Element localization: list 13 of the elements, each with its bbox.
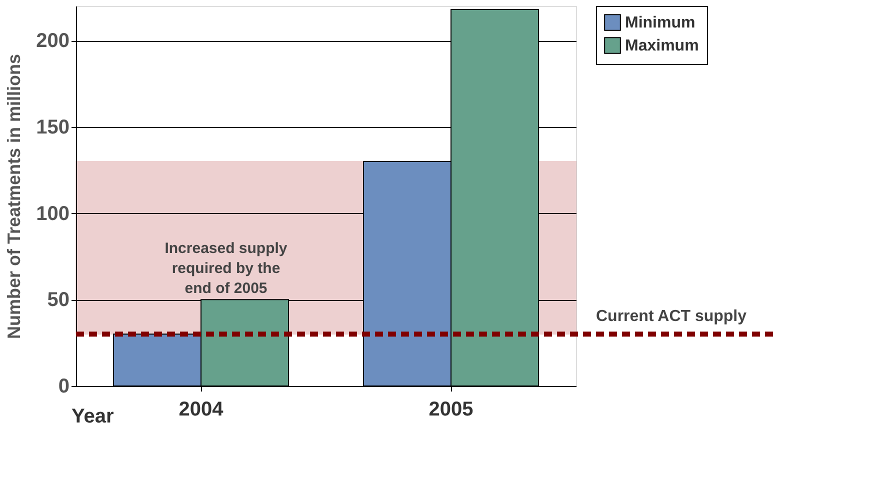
y-axis-title: Number of Treatments in millions <box>4 54 24 340</box>
y-tick-label: 100 <box>36 202 70 225</box>
y-tick-label: 0 <box>58 376 70 398</box>
band-label: Increased supply required by the end of 2005 <box>164 240 288 297</box>
x-tick-label: 2005 <box>428 398 474 420</box>
legend-label: Minimum <box>625 14 696 32</box>
y-tick-label: 200 <box>36 30 70 52</box>
y-tick-label: 150 <box>36 116 70 138</box>
x-tick-label: 2004 <box>178 398 224 420</box>
y-tick-label: 50 <box>47 289 70 312</box>
x-axis-title: Year <box>72 406 114 428</box>
legend-label: Maximum <box>625 38 699 54</box>
ref-line-label: Current ACT supply <box>596 308 747 326</box>
